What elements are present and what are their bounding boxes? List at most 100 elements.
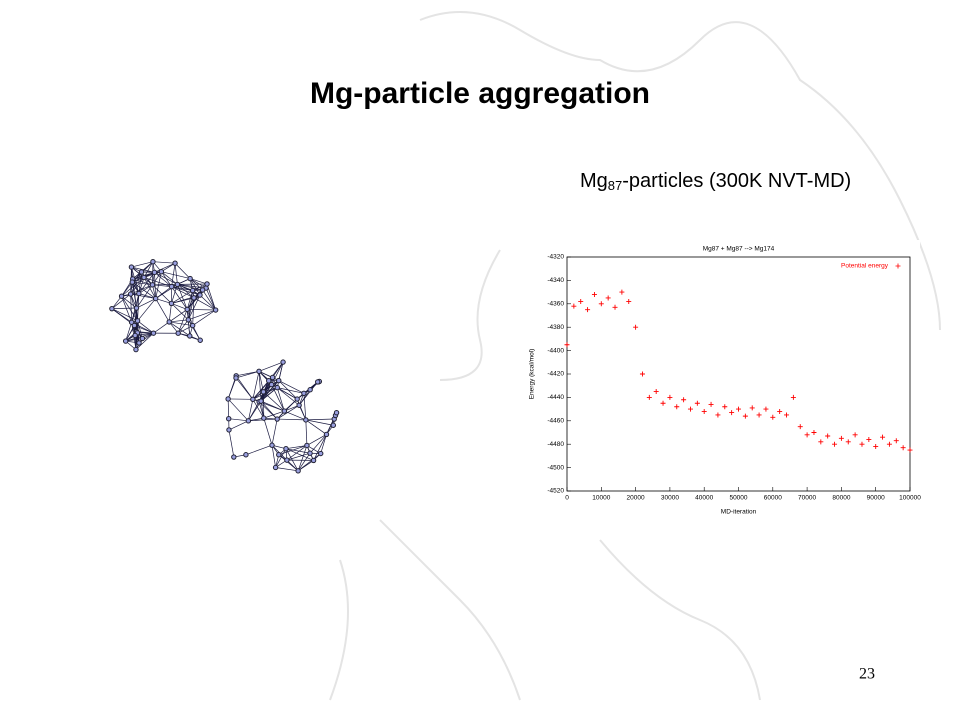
bond bbox=[258, 361, 284, 372]
bond bbox=[168, 303, 172, 322]
data-point bbox=[818, 439, 824, 445]
bond bbox=[227, 398, 230, 419]
data-point bbox=[838, 435, 844, 441]
bond bbox=[277, 418, 306, 421]
y-tick-label: -4460 bbox=[547, 418, 564, 425]
y-tick-label: -4520 bbox=[547, 488, 564, 495]
data-point bbox=[832, 441, 838, 447]
bond bbox=[271, 361, 284, 385]
data-point bbox=[900, 445, 906, 451]
x-tick-label: 90000 bbox=[867, 495, 885, 502]
y-tick-label: -4320 bbox=[547, 254, 564, 261]
bond bbox=[171, 303, 188, 310]
bond bbox=[121, 281, 133, 297]
x-tick-label: 40000 bbox=[695, 495, 713, 502]
bond bbox=[284, 393, 305, 412]
atom bbox=[191, 295, 197, 301]
bond bbox=[153, 321, 170, 334]
atom bbox=[133, 305, 140, 311]
bond bbox=[278, 380, 298, 400]
atom bbox=[212, 307, 219, 313]
data-point bbox=[763, 406, 769, 412]
data-point bbox=[797, 424, 803, 430]
bond bbox=[260, 384, 272, 402]
bond bbox=[143, 261, 154, 278]
data-point bbox=[859, 441, 865, 447]
bond bbox=[111, 307, 137, 310]
atom bbox=[333, 410, 340, 416]
bond bbox=[297, 445, 308, 471]
data-point bbox=[777, 408, 783, 414]
bond bbox=[260, 380, 280, 402]
data-point bbox=[571, 303, 577, 309]
x-tick-label: 100000 bbox=[899, 495, 921, 502]
bond bbox=[138, 332, 154, 344]
subtitle-subscript: 87 bbox=[608, 178, 622, 193]
bond bbox=[258, 371, 262, 402]
atom bbox=[168, 283, 175, 290]
data-point bbox=[694, 400, 700, 406]
atom bbox=[197, 292, 203, 298]
data-point bbox=[605, 295, 611, 301]
bond bbox=[136, 284, 153, 309]
bond bbox=[177, 284, 193, 291]
bond bbox=[235, 370, 260, 379]
atom bbox=[109, 305, 115, 312]
atom bbox=[318, 450, 324, 457]
data-point bbox=[825, 433, 831, 439]
bond bbox=[297, 453, 311, 472]
atom bbox=[197, 337, 203, 343]
bond bbox=[131, 266, 140, 294]
bond bbox=[271, 384, 285, 412]
bond bbox=[205, 287, 216, 311]
subtitle: Mg87-particles (300K NVT-MD) bbox=[580, 170, 851, 193]
atom bbox=[136, 340, 142, 346]
chart-frame bbox=[510, 240, 920, 520]
bond bbox=[228, 429, 235, 458]
bond bbox=[306, 434, 327, 446]
atom bbox=[295, 468, 301, 474]
atom bbox=[276, 377, 282, 384]
chart-title: Mg87 + Mg87 --> Mg174 bbox=[703, 246, 775, 253]
x-tick-label: 60000 bbox=[764, 495, 782, 502]
bond bbox=[186, 309, 193, 326]
data-point bbox=[845, 439, 851, 445]
bond bbox=[192, 309, 216, 326]
data-point bbox=[893, 438, 899, 444]
atom bbox=[269, 374, 276, 381]
atom bbox=[272, 464, 279, 471]
atom bbox=[330, 422, 337, 428]
bond bbox=[275, 448, 287, 468]
bond bbox=[131, 266, 155, 273]
bond bbox=[245, 444, 273, 456]
bond bbox=[305, 419, 327, 435]
y-tick-label: -4440 bbox=[547, 394, 564, 401]
atom bbox=[261, 415, 267, 421]
bond bbox=[178, 325, 193, 334]
bond bbox=[152, 261, 176, 264]
bond bbox=[154, 272, 157, 299]
data-point bbox=[742, 413, 748, 419]
data-point bbox=[585, 307, 591, 313]
data-point bbox=[873, 444, 879, 450]
data-point bbox=[674, 404, 680, 410]
bond bbox=[132, 281, 153, 286]
bond bbox=[161, 271, 191, 279]
bond bbox=[235, 377, 254, 400]
bond bbox=[285, 448, 311, 454]
data-point bbox=[598, 301, 604, 307]
bond bbox=[137, 320, 143, 339]
atom bbox=[187, 333, 193, 339]
atom bbox=[204, 281, 210, 287]
bond bbox=[297, 453, 321, 472]
bond bbox=[174, 263, 178, 285]
x-axis-label: MD-iteration bbox=[721, 509, 757, 516]
atom bbox=[296, 402, 302, 408]
atom bbox=[199, 287, 206, 293]
data-point bbox=[749, 405, 755, 411]
data-point bbox=[811, 430, 817, 435]
bond bbox=[277, 387, 300, 406]
atom bbox=[233, 375, 239, 381]
atom bbox=[307, 450, 313, 456]
